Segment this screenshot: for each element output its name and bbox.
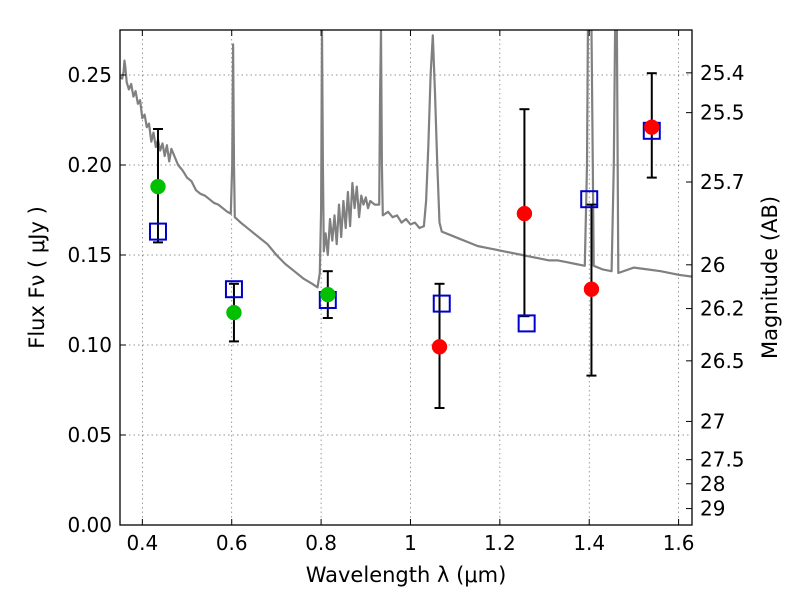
- mag-tick-label: 26.2: [700, 297, 745, 321]
- model-square-marker: [517, 314, 536, 333]
- gridlines: [120, 30, 692, 526]
- model-square-marker: [148, 222, 167, 241]
- x-tick-label: 1.6: [663, 531, 695, 555]
- x-tick-label: 0.6: [216, 531, 248, 555]
- y-tick-label: 0.25: [67, 63, 112, 87]
- x-axis-label: Wavelength λ (μm): [306, 563, 507, 587]
- x-tick-label: 1.4: [573, 531, 605, 555]
- y2-axis-label: Magnitude (AB): [758, 196, 782, 359]
- model-square-marker: [580, 190, 599, 209]
- green-data-point: [320, 286, 336, 303]
- mag-tick-label: 27.5: [700, 448, 745, 472]
- y-tick-label: 0.05: [67, 423, 112, 447]
- red-data-point: [583, 281, 600, 297]
- y-tick-label: 0.00: [67, 513, 112, 537]
- y-tick-label: 0.20: [67, 153, 112, 177]
- mag-tick-label: 25.7: [700, 170, 745, 194]
- mag-tick-label: 28: [700, 472, 725, 496]
- plot-frame: [119, 29, 693, 526]
- red-data-point: [516, 205, 533, 222]
- mag-tick-label: 25.5: [700, 101, 745, 125]
- y-axis-label: Flux Fν ( μJy ): [25, 206, 49, 349]
- mag-tick-label: 26: [700, 253, 725, 277]
- green-data-point: [226, 304, 242, 321]
- mag-tick-label: 29: [700, 497, 725, 521]
- x-tick-label: 1: [404, 531, 417, 555]
- mag-tick-label: 26.5: [700, 349, 745, 373]
- sed-line: [120, 30, 692, 289]
- red-data-point: [431, 339, 448, 355]
- model-square-marker: [224, 280, 243, 299]
- model-square-marker: [432, 294, 451, 313]
- y-tick-label: 0.10: [67, 333, 112, 357]
- mag-tick-label: 25.4: [700, 61, 745, 85]
- green-data-point: [150, 178, 166, 195]
- mag-tick-label: 27: [700, 409, 725, 433]
- x-tick-label: 0.8: [305, 531, 337, 555]
- y-tick-label: 0.15: [67, 243, 112, 267]
- red-data-point: [644, 119, 660, 135]
- plot-area: [120, 30, 692, 409]
- axis-ticks: 0.4 0.6 0.8 1 1.2 1.4 1.6 0.00 0.05 0.10 0.15 0.20 0…: [67, 30, 745, 555]
- x-tick-label: 1.2: [484, 531, 516, 555]
- x-tick-label: 0.4: [126, 531, 158, 555]
